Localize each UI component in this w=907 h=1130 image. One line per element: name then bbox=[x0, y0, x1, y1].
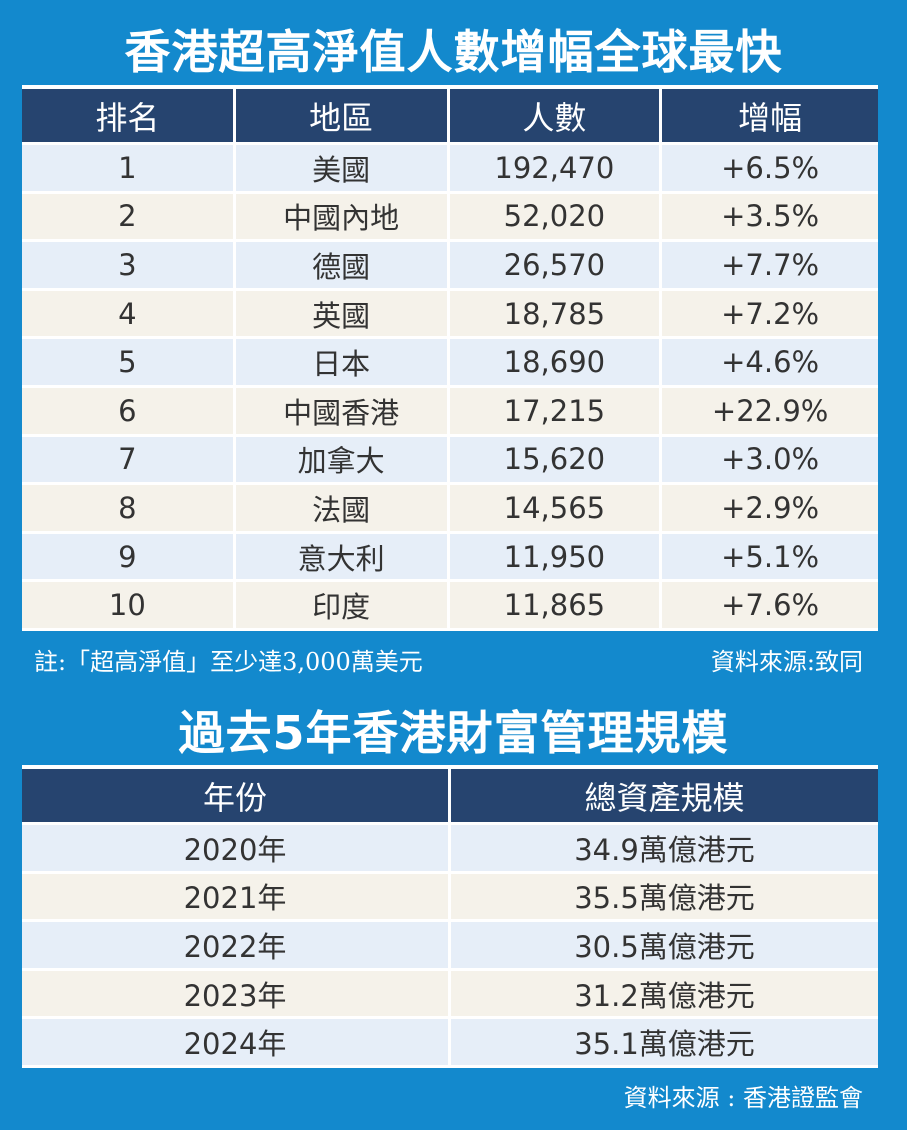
column-header: 年份 bbox=[22, 769, 448, 822]
table-row: 2020年 34.9萬億港元 bbox=[22, 825, 878, 871]
table-cell: 15,620 bbox=[449, 436, 660, 483]
table-cell: +7.2% bbox=[662, 290, 878, 337]
table-cell: 26,570 bbox=[449, 242, 660, 288]
column-header: 人數 bbox=[449, 89, 660, 142]
table-row: 4 英國 18,785 +7.2% bbox=[22, 290, 878, 337]
table-cell: 6 bbox=[22, 387, 233, 434]
table-row: 3 德國 26,570 +7.7% bbox=[22, 242, 878, 288]
table-cell: 9 bbox=[22, 533, 233, 580]
table-row: 2021年 35.5萬億港元 bbox=[22, 873, 878, 920]
table-cell: +4.6% bbox=[662, 339, 878, 385]
table-cell: 8 bbox=[22, 485, 233, 531]
table-cell: 4 bbox=[22, 290, 233, 337]
table-row: 2024年 35.1萬億港元 bbox=[22, 1019, 878, 1065]
table-row: 6 中國香港 17,215 +22.9% bbox=[22, 387, 878, 434]
table-cell: 52,020 bbox=[449, 193, 660, 240]
table-cell: 14,565 bbox=[449, 485, 660, 531]
table-cell: 印度 bbox=[235, 582, 447, 628]
table-cell: 2 bbox=[22, 193, 233, 240]
table-cell: 18,785 bbox=[449, 290, 660, 337]
table2-title: 過去5年香港財富管理規模 bbox=[178, 706, 729, 760]
table-cell: 1 bbox=[22, 145, 233, 191]
table-cell: 日本 bbox=[235, 339, 447, 385]
table-cell: 美國 bbox=[235, 145, 447, 191]
column-header: 增幅 bbox=[662, 89, 878, 142]
column-header: 總資產規模 bbox=[451, 769, 878, 822]
table-cell: 35.5萬億港元 bbox=[451, 873, 878, 920]
table-cell: 加拿大 bbox=[235, 436, 447, 483]
header-row: 年份 總資產規模 bbox=[22, 769, 878, 822]
table-cell: 2020年 bbox=[22, 825, 448, 871]
ranking-table: 排名 地區 人數 增幅 1 美國 192,470 +6.5% 2 中國內地 52,020 +3.5% 3… bbox=[22, 85, 878, 631]
table-row: 7 加拿大 15,620 +3.0% bbox=[22, 436, 878, 483]
table1-source: 資料來源:致同 bbox=[710, 648, 863, 676]
table-cell: 11,865 bbox=[449, 582, 660, 628]
table1-note: 註:「超高淨值」至少達3,000萬美元 bbox=[34, 648, 423, 676]
table-cell: 中國香港 bbox=[235, 387, 447, 434]
table-cell: 18,690 bbox=[449, 339, 660, 385]
table-cell: +3.0% bbox=[662, 436, 878, 483]
column-header: 地區 bbox=[235, 89, 447, 142]
table-cell: +22.9% bbox=[662, 387, 878, 434]
table-cell: 10 bbox=[22, 582, 233, 628]
table2-source: 資料來源 : 香港證監會 bbox=[623, 1084, 863, 1112]
table-row: 2023年 31.2萬億港元 bbox=[22, 970, 878, 1017]
table-cell: 30.5萬億港元 bbox=[451, 922, 878, 968]
table-cell: +7.7% bbox=[662, 242, 878, 288]
table1-title: 香港超高淨值人數增幅全球最快 bbox=[124, 25, 783, 79]
table-cell: 2023年 bbox=[22, 970, 448, 1017]
table-cell: 11,950 bbox=[449, 533, 660, 580]
table-cell: +6.5% bbox=[662, 145, 878, 191]
table-cell: 2022年 bbox=[22, 922, 448, 968]
table-cell: 法國 bbox=[235, 485, 447, 531]
table-cell: 德國 bbox=[235, 242, 447, 288]
table-cell: 中國內地 bbox=[235, 193, 447, 240]
table-cell: 5 bbox=[22, 339, 233, 385]
table-row: 8 法國 14,565 +2.9% bbox=[22, 485, 878, 531]
table-row: 5 日本 18,690 +4.6% bbox=[22, 339, 878, 385]
table-row: 2022年 30.5萬億港元 bbox=[22, 922, 878, 968]
table-row: 2 中國內地 52,020 +3.5% bbox=[22, 193, 878, 240]
table-cell: 英國 bbox=[235, 290, 447, 337]
table-cell: 7 bbox=[22, 436, 233, 483]
table-row: 9 意大利 11,950 +5.1% bbox=[22, 533, 878, 580]
table-cell: 35.1萬億港元 bbox=[451, 1019, 878, 1065]
table-cell: 31.2萬億港元 bbox=[451, 970, 878, 1017]
table-row: 1 美國 192,470 +6.5% bbox=[22, 145, 878, 191]
table-cell: +2.9% bbox=[662, 485, 878, 531]
table-cell: 3 bbox=[22, 242, 233, 288]
column-header: 排名 bbox=[22, 89, 233, 142]
table-cell: 34.9萬億港元 bbox=[451, 825, 878, 871]
table-cell: 192,470 bbox=[449, 145, 660, 191]
table-cell: 2024年 bbox=[22, 1019, 448, 1065]
wealth-table: 年份 總資產規模 2020年 34.9萬億港元 2021年 35.5萬億港元 2022年 30… bbox=[22, 765, 878, 1068]
table-cell: 17,215 bbox=[449, 387, 660, 434]
table-cell: 意大利 bbox=[235, 533, 447, 580]
header-row: 排名 地區 人數 增幅 bbox=[22, 89, 878, 142]
table-cell: +3.5% bbox=[662, 193, 878, 240]
table-cell: +7.6% bbox=[662, 582, 878, 628]
table-row: 10 印度 11,865 +7.6% bbox=[22, 582, 878, 628]
table-cell: 2021年 bbox=[22, 873, 448, 920]
table-cell: +5.1% bbox=[662, 533, 878, 580]
